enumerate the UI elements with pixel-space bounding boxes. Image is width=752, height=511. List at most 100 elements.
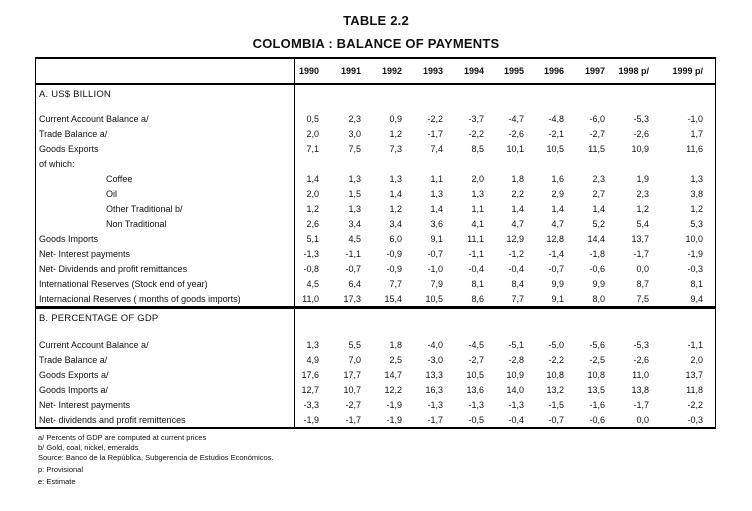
cell-value: 2,3: [636, 188, 649, 199]
cell-value: -5,3: [633, 113, 649, 124]
cell-value: 9,1: [430, 233, 443, 244]
cell-value: 7,0: [348, 354, 361, 365]
cell-value: 8,6: [471, 293, 484, 304]
section-spacer: [36, 103, 715, 111]
cell-value: 1,3: [471, 188, 484, 199]
cell-value: 10,9: [506, 369, 524, 380]
cell-value: 13,6: [466, 384, 484, 395]
cell-value: -0,5: [468, 414, 484, 425]
cell-value: -2,5: [589, 354, 605, 365]
table-row: Trade Balance a/2,0 3,0 1,2 -1,7 -2,2 -2,6 -2,…: [36, 126, 715, 141]
cell-value: -1,9: [687, 248, 703, 259]
cell-value: 1,3: [690, 173, 703, 184]
cell-value: -1,7: [633, 248, 649, 259]
table-row: Goods Imports 5,1 4,5 6,0 9,1 11,1 12,9 12,8 14,…: [36, 231, 715, 246]
table-row: Net- Dividends and profit remittances -0,…: [36, 261, 715, 276]
cell-value: 8,1: [471, 278, 484, 289]
row-label: Net- Dividends and profit remittances: [39, 263, 188, 274]
cell-value: 8,1: [690, 278, 703, 289]
table-row: Current Account Balance a/0,5 2,3 0,9 -2,2 -…: [36, 111, 715, 126]
cell-value: -2,6: [633, 354, 649, 365]
cell-value: -2,6: [633, 128, 649, 139]
cell-value: 3,0: [348, 128, 361, 139]
cell-value: 2,0: [471, 173, 484, 184]
cell-value: -1,2: [508, 248, 524, 259]
cell-value: -5,0: [548, 339, 564, 350]
cell-value: 5,2: [592, 218, 605, 229]
cell-value: 4,7: [511, 218, 524, 229]
table-number-title: TABLE 2.2: [343, 13, 409, 28]
cell-value: 7,9: [430, 278, 443, 289]
cell-value: -3,0: [427, 354, 443, 365]
year-column-header: 1996: [543, 66, 564, 76]
cell-value: 13,8: [631, 384, 649, 395]
cell-value: 1,4: [306, 173, 319, 184]
footnote-estimate: e: Estimate: [38, 477, 76, 486]
cell-value: 13,7: [631, 233, 649, 244]
section-us-billion: A. US$ BILLION Current Account Balance a…: [36, 85, 715, 309]
table-row: Goods Imports a/12,7 10,7 12,2 16,3 13,6 14,0…: [36, 382, 715, 397]
cell-value: -4,8: [548, 113, 564, 124]
cell-value: 16,3: [425, 384, 443, 395]
table-row: Net- Interest payments -1,3 -1,1 -0,9 -0,7 -1…: [36, 246, 715, 261]
cell-value: 7,1: [306, 143, 319, 154]
cell-value: -0,9: [386, 263, 402, 274]
cell-value: 7,5: [348, 143, 361, 154]
cell-value: -2,8: [508, 354, 524, 365]
cell-value: 9,9: [551, 278, 564, 289]
cell-value: -1,6: [589, 399, 605, 410]
cell-value: 17,3: [343, 293, 361, 304]
cell-value: -1,4: [548, 248, 564, 259]
row-label: Coffee: [106, 173, 133, 184]
row-label: Current Account Balance a/: [39, 113, 149, 124]
table-row: Current Account Balance a/1,3 5,5 1,8 -4,0 -…: [36, 337, 715, 352]
table-row: Trade Balance a/4,9 7,0 2,5 -3,0 -2,7 -2,8 -2,…: [36, 352, 715, 367]
cell-value: 17,7: [343, 369, 361, 380]
cell-value: 1,3: [348, 203, 361, 214]
cell-value: 4,1: [471, 218, 484, 229]
cell-value: -2,2: [468, 128, 484, 139]
cell-value: -2,2: [687, 399, 703, 410]
year-column-header: 1997: [584, 66, 605, 76]
cell-value: 13,5: [587, 384, 605, 395]
cell-value: 7,4: [430, 143, 443, 154]
row-label: Goods Imports: [39, 233, 99, 244]
cell-value: -6,0: [589, 113, 605, 124]
cell-value: 1,4: [511, 203, 524, 214]
cell-value: -0,4: [508, 414, 524, 425]
cell-value: 5,1: [306, 233, 319, 244]
cell-value: -2,2: [427, 113, 443, 124]
row-label: of which:: [39, 158, 75, 169]
section-heading: B. PERCENTAGE OF GDP: [39, 312, 159, 324]
cell-value: 11,8: [686, 384, 703, 395]
cell-value: -0,9: [386, 248, 402, 259]
cell-value: 14,4: [587, 233, 605, 244]
cell-value: 1,1: [430, 173, 443, 184]
table-row: of which:: [36, 156, 715, 171]
cell-value: -2,7: [345, 399, 361, 410]
cell-value: 1,3: [306, 339, 319, 350]
year-column-header: 1993: [422, 66, 443, 76]
cell-value: 0,5: [306, 113, 319, 124]
cell-value: 1,4: [430, 203, 443, 214]
cell-value: 6,4: [348, 278, 361, 289]
cell-value: 1,5: [348, 188, 361, 199]
cell-value: 10,1: [506, 143, 524, 154]
cell-value: -0,6: [589, 414, 605, 425]
cell-value: -2,6: [508, 128, 524, 139]
cell-value: 2,0: [306, 188, 319, 199]
cell-value: 7,7: [511, 293, 524, 304]
cell-value: 13,2: [546, 384, 564, 395]
row-label: International Reserves (Stock end of yea…: [39, 278, 208, 289]
cell-value: 2,0: [306, 128, 319, 139]
cell-value: -0,8: [303, 263, 319, 274]
cell-value: 5,3: [690, 218, 703, 229]
cell-value: 2,5: [389, 354, 402, 365]
cell-value: 1,3: [348, 173, 361, 184]
cell-value: 1,9: [636, 173, 649, 184]
year-column-header: 1990: [298, 66, 319, 76]
cell-value: 1,1: [471, 203, 484, 214]
cell-value: 4,7: [551, 218, 564, 229]
cell-value: -1,1: [468, 248, 484, 259]
table-row: Goods Exports a/17,6 17,7 14,7 13,3 10,5 10,9…: [36, 367, 715, 382]
